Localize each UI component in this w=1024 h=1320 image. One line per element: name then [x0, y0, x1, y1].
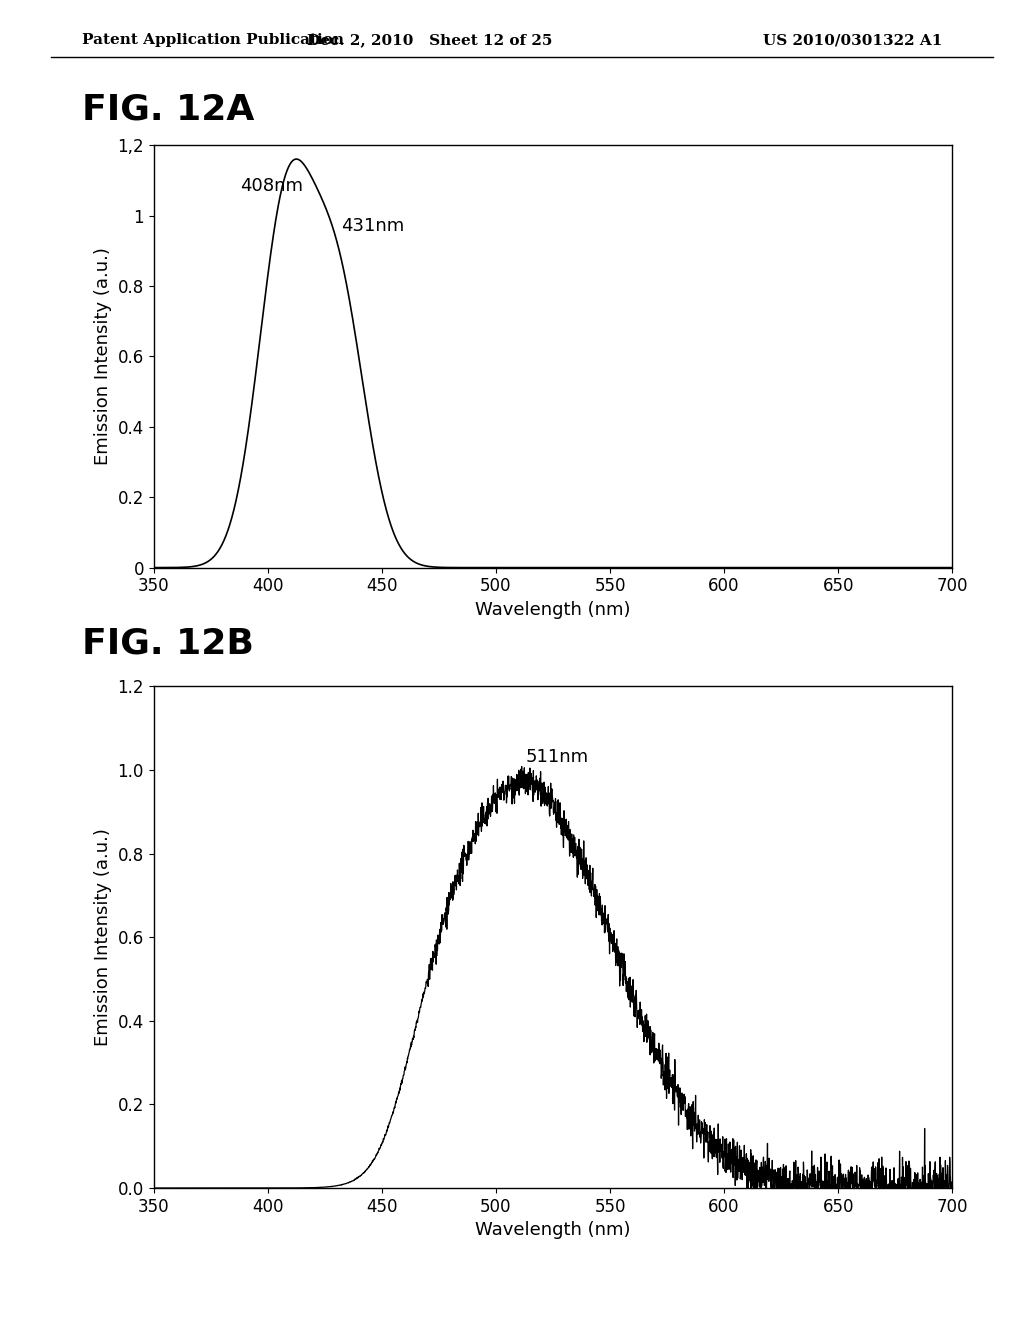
- Text: 431nm: 431nm: [341, 218, 404, 235]
- X-axis label: Wavelength (nm): Wavelength (nm): [475, 601, 631, 619]
- Text: US 2010/0301322 A1: US 2010/0301322 A1: [763, 33, 942, 48]
- Y-axis label: Emission Intensity (a.u.): Emission Intensity (a.u.): [94, 247, 112, 466]
- Text: 408nm: 408nm: [241, 177, 303, 195]
- X-axis label: Wavelength (nm): Wavelength (nm): [475, 1221, 631, 1239]
- Text: FIG. 12A: FIG. 12A: [82, 92, 254, 127]
- Text: Dec. 2, 2010   Sheet 12 of 25: Dec. 2, 2010 Sheet 12 of 25: [307, 33, 553, 48]
- Y-axis label: Emission Intensity (a.u.): Emission Intensity (a.u.): [94, 828, 112, 1047]
- Text: Patent Application Publication: Patent Application Publication: [82, 33, 344, 48]
- Text: FIG. 12B: FIG. 12B: [82, 627, 254, 661]
- Text: 511nm: 511nm: [525, 747, 589, 766]
